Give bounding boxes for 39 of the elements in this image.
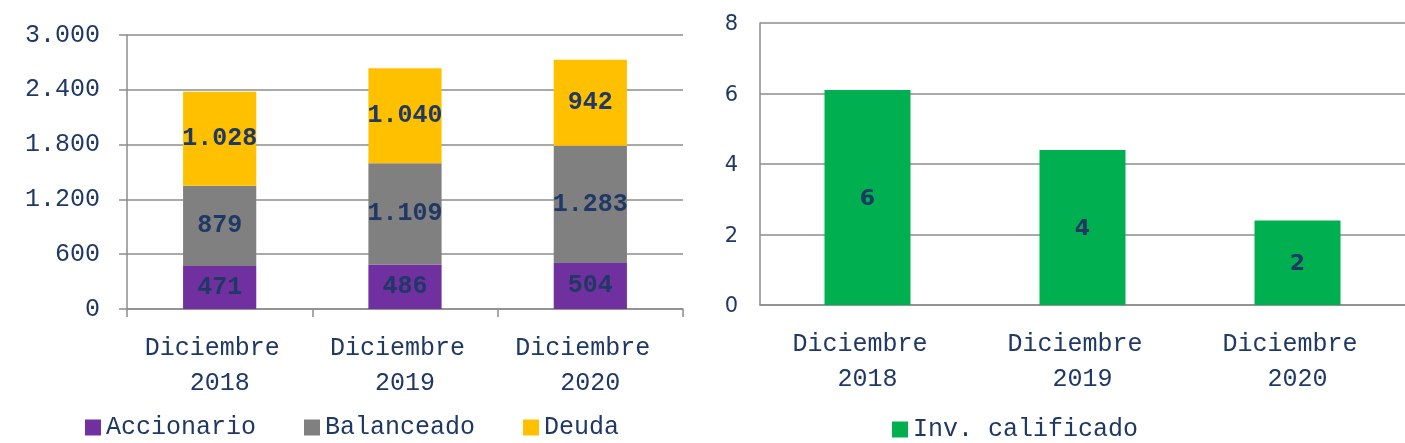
data-label: 1.028 bbox=[182, 124, 258, 154]
data-label: 486 bbox=[382, 272, 428, 302]
x-tick-label: Diciembre 2018 bbox=[792, 330, 943, 394]
y-tick-label: 0 bbox=[84, 294, 100, 324]
y-tick-label: 6 bbox=[724, 81, 738, 106]
y-tick-label: 600 bbox=[54, 239, 100, 269]
legend-label: Inv. calificado bbox=[913, 415, 1139, 443]
x-tick-label: Diciembre 2019 bbox=[1007, 330, 1158, 394]
x-tick-label: Diciembre 2020 bbox=[1222, 330, 1373, 394]
legend-label: Balanceado bbox=[325, 413, 476, 442]
x-tick-label: Diciembre 2019 bbox=[329, 334, 481, 398]
data-label: 504 bbox=[567, 271, 613, 301]
x-tick-label: Diciembre 2020 bbox=[515, 334, 666, 398]
legend-label: Accionario bbox=[106, 413, 257, 442]
bar bbox=[824, 89, 911, 305]
bar bbox=[183, 91, 257, 186]
y-tick-label: 2 bbox=[724, 222, 738, 247]
y-tick-label: 3.000 bbox=[24, 20, 100, 50]
data-label: 1.283 bbox=[552, 189, 628, 219]
data-label: 879 bbox=[197, 211, 243, 241]
data-label: 2 bbox=[1289, 250, 1306, 276]
y-tick-label: 8 bbox=[724, 11, 738, 35]
bar bbox=[553, 59, 627, 146]
legend-label: Deuda bbox=[544, 413, 620, 442]
bar bbox=[368, 68, 442, 164]
data-label: 1.040 bbox=[367, 101, 443, 131]
y-tick-label: 2.400 bbox=[24, 75, 100, 105]
y-tick-label: 0 bbox=[724, 293, 738, 317]
y-tick-label: 4 bbox=[724, 152, 738, 176]
data-label: 471 bbox=[197, 272, 243, 302]
bar bbox=[1254, 220, 1341, 305]
y-tick-label: 1.800 bbox=[24, 130, 100, 160]
data-label: 1.109 bbox=[367, 199, 443, 229]
data-label: 942 bbox=[567, 88, 613, 118]
x-tick-label: Diciembre 2018 bbox=[144, 334, 295, 398]
data-label: 6 bbox=[859, 184, 876, 210]
bar bbox=[1039, 149, 1126, 305]
y-tick-label: 1.200 bbox=[24, 184, 100, 214]
data-label: 4 bbox=[1074, 214, 1091, 240]
